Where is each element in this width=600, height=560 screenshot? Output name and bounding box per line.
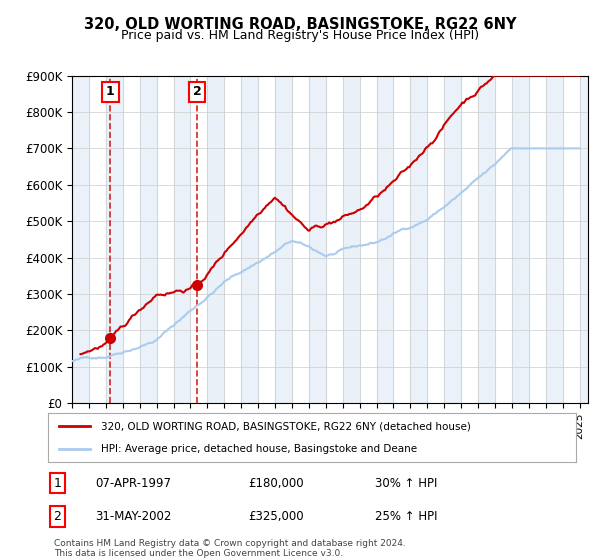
Bar [309, 76, 326, 403]
Text: Price paid vs. HM Land Registry's House Price Index (HPI): Price paid vs. HM Land Registry's House … [121, 29, 479, 42]
Text: 1: 1 [106, 86, 115, 99]
Text: 30% ↑ HPI: 30% ↑ HPI [376, 477, 438, 489]
Bar [580, 76, 596, 403]
Text: 320, OLD WORTING ROAD, BASINGSTOKE, RG22 6NY: 320, OLD WORTING ROAD, BASINGSTOKE, RG22… [84, 17, 516, 32]
Bar [444, 76, 461, 403]
Bar [241, 76, 258, 403]
Bar [478, 76, 495, 403]
Text: HPI: Average price, detached house, Basingstoke and Deane: HPI: Average price, detached house, Basi… [101, 444, 417, 454]
Bar [343, 76, 359, 403]
Text: 31-MAY-2002: 31-MAY-2002 [95, 510, 172, 523]
Text: 2: 2 [193, 86, 202, 99]
Bar [173, 76, 190, 403]
Bar [546, 76, 563, 403]
Bar [140, 76, 157, 403]
Text: 320, OLD WORTING ROAD, BASINGSTOKE, RG22 6NY (detached house): 320, OLD WORTING ROAD, BASINGSTOKE, RG22… [101, 421, 470, 431]
Bar [106, 76, 123, 403]
Text: 07-APR-1997: 07-APR-1997 [95, 477, 172, 489]
Bar [410, 76, 427, 403]
Bar [512, 76, 529, 403]
Bar [275, 76, 292, 403]
Text: 1: 1 [53, 477, 61, 489]
Text: 2: 2 [53, 510, 61, 523]
Text: £180,000: £180,000 [248, 477, 304, 489]
Text: Contains HM Land Registry data © Crown copyright and database right 2024.
This d: Contains HM Land Registry data © Crown c… [54, 539, 406, 558]
Bar [377, 76, 394, 403]
Text: £325,000: £325,000 [248, 510, 304, 523]
Text: 25% ↑ HPI: 25% ↑ HPI [376, 510, 438, 523]
Bar [72, 76, 89, 403]
Bar [208, 76, 224, 403]
